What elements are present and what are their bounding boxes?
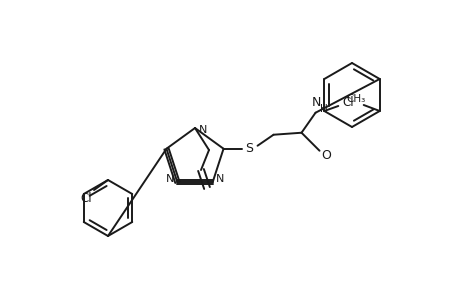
- Text: N: N: [311, 96, 320, 109]
- Text: Cl: Cl: [342, 95, 353, 109]
- Text: N: N: [166, 174, 174, 184]
- Text: O: O: [321, 149, 331, 162]
- Text: CH₃: CH₃: [345, 94, 364, 104]
- Text: H: H: [319, 104, 327, 114]
- Text: Cl: Cl: [80, 191, 92, 205]
- Text: S: S: [245, 142, 253, 155]
- Text: N: N: [215, 174, 224, 184]
- Text: N: N: [198, 125, 207, 135]
